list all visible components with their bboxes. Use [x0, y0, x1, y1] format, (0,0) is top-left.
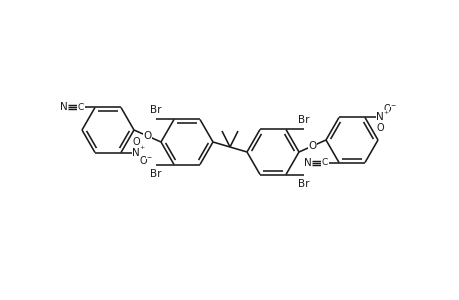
Text: Br: Br [297, 178, 309, 188]
Text: N: N [132, 148, 140, 158]
Text: Br: Br [150, 106, 162, 116]
Text: N: N [60, 103, 68, 112]
Text: O: O [308, 141, 316, 151]
Text: O: O [132, 136, 140, 146]
Text: +: + [139, 145, 145, 150]
Text: N: N [303, 158, 311, 167]
Text: O: O [143, 131, 151, 141]
Text: −: − [389, 102, 394, 107]
Text: +: + [383, 110, 388, 115]
Text: Br: Br [297, 116, 309, 125]
Text: −: − [146, 154, 151, 159]
Text: Br: Br [150, 169, 162, 178]
Text: O: O [382, 104, 390, 114]
Text: C: C [78, 103, 84, 112]
Text: C: C [321, 158, 327, 167]
Text: O: O [375, 124, 383, 134]
Text: O: O [139, 156, 146, 166]
Text: N: N [375, 112, 383, 122]
